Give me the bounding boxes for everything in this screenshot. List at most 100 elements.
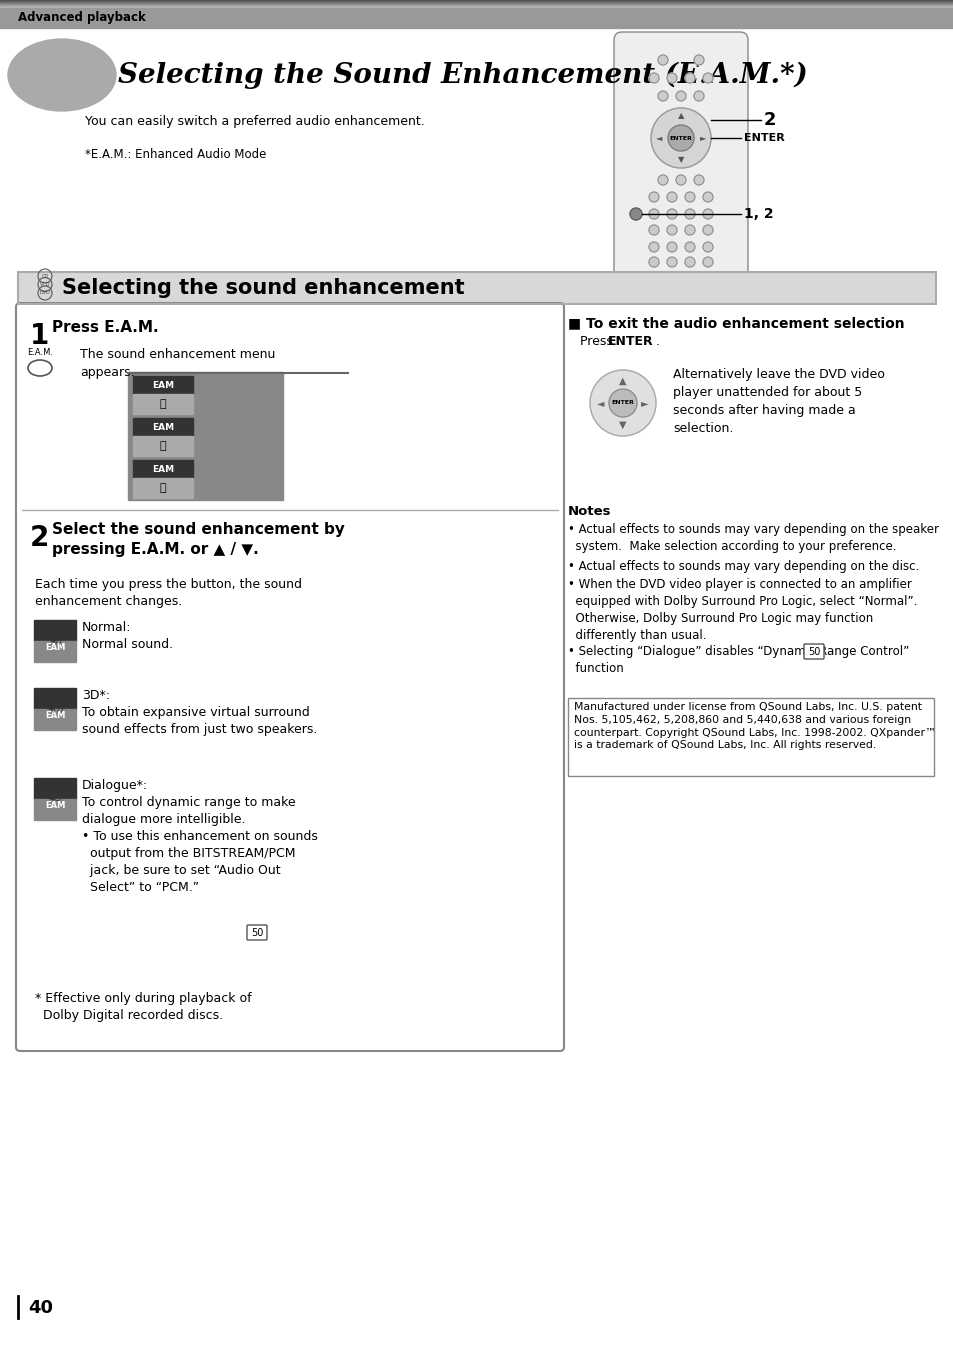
Circle shape bbox=[693, 92, 703, 101]
Text: ▼: ▼ bbox=[618, 421, 626, 430]
Text: 1, 2: 1, 2 bbox=[743, 208, 773, 221]
Circle shape bbox=[702, 191, 712, 202]
Text: ENTER: ENTER bbox=[611, 400, 634, 406]
Circle shape bbox=[676, 92, 685, 101]
Bar bbox=[132, 460, 193, 479]
Text: 40: 40 bbox=[28, 1299, 53, 1317]
Circle shape bbox=[702, 209, 712, 218]
Bar bbox=[567, 698, 933, 776]
FancyBboxPatch shape bbox=[247, 925, 267, 940]
Text: * Effective only during playback of
  Dolby Digital recorded discs.: * Effective only during playback of Dolb… bbox=[35, 992, 252, 1022]
Text: EAM: EAM bbox=[152, 380, 173, 390]
Circle shape bbox=[702, 73, 712, 84]
Circle shape bbox=[666, 243, 677, 252]
Circle shape bbox=[684, 243, 695, 252]
Text: • Actual effects to sounds may vary depending on the disc.: • Actual effects to sounds may vary depe… bbox=[567, 559, 919, 573]
Bar bbox=[132, 479, 193, 497]
Text: ENTER: ENTER bbox=[607, 336, 653, 348]
Circle shape bbox=[608, 390, 637, 417]
Circle shape bbox=[684, 191, 695, 202]
Circle shape bbox=[648, 73, 659, 84]
Text: You can easily switch a preferred audio enhancement.: You can easily switch a preferred audio … bbox=[85, 115, 424, 128]
FancyBboxPatch shape bbox=[16, 303, 563, 1051]
Circle shape bbox=[676, 175, 685, 185]
Text: 50: 50 bbox=[251, 927, 263, 938]
Circle shape bbox=[589, 369, 656, 435]
Circle shape bbox=[684, 209, 695, 218]
Text: 🎵: 🎵 bbox=[159, 483, 166, 493]
Text: Alternatively leave the DVD video
player unattended for about 5
seconds after ha: Alternatively leave the DVD video player… bbox=[672, 368, 884, 435]
Text: Dialogue*:
To control dynamic range to make
dialogue more intelligible.
• To use: Dialogue*: To control dynamic range to m… bbox=[82, 779, 317, 894]
Circle shape bbox=[693, 55, 703, 65]
Text: ▲: ▲ bbox=[677, 112, 683, 120]
Circle shape bbox=[702, 257, 712, 267]
Text: ENTER: ENTER bbox=[743, 133, 784, 143]
Text: VCD: VCD bbox=[40, 282, 51, 287]
Text: EAM: EAM bbox=[152, 465, 173, 473]
Text: 50: 50 bbox=[807, 647, 820, 656]
Text: 2: 2 bbox=[30, 524, 50, 551]
Text: .: . bbox=[656, 336, 659, 348]
Bar bbox=[0, 8, 953, 28]
Circle shape bbox=[666, 191, 677, 202]
Text: ENTER: ENTER bbox=[669, 136, 692, 140]
Circle shape bbox=[658, 55, 667, 65]
Text: Advanced playback: Advanced playback bbox=[18, 12, 146, 24]
Text: DVD: DVD bbox=[40, 291, 51, 295]
Text: ◄))): ◄))) bbox=[46, 704, 64, 713]
Text: ◄⊙: ◄⊙ bbox=[47, 793, 63, 803]
Circle shape bbox=[666, 225, 677, 235]
Circle shape bbox=[648, 209, 659, 218]
Text: ►: ► bbox=[699, 133, 705, 143]
Text: • Actual effects to sounds may vary depending on the speaker
  system.  Make sel: • Actual effects to sounds may vary depe… bbox=[567, 523, 938, 553]
Text: 2: 2 bbox=[763, 111, 776, 129]
Text: ►: ► bbox=[640, 398, 648, 408]
Text: Selecting the Sound Enhancement (E.A.M.*): Selecting the Sound Enhancement (E.A.M.*… bbox=[118, 61, 807, 89]
Text: • When the DVD video player is connected to an amplifier
  equipped with Dolby S: • When the DVD video player is connected… bbox=[567, 578, 917, 642]
Text: 1: 1 bbox=[30, 322, 50, 350]
Circle shape bbox=[666, 73, 677, 84]
Circle shape bbox=[684, 225, 695, 235]
Text: Manufactured under license from QSound Labs, Inc. U.S. patent
Nos. 5,105,462, 5,: Manufactured under license from QSound L… bbox=[574, 702, 935, 751]
Circle shape bbox=[666, 209, 677, 218]
Text: CD: CD bbox=[41, 274, 49, 279]
Text: ■ To exit the audio enhancement selection: ■ To exit the audio enhancement selectio… bbox=[567, 315, 903, 330]
Text: The sound enhancement menu
appears.: The sound enhancement menu appears. bbox=[80, 348, 275, 379]
Bar bbox=[34, 778, 76, 799]
Bar bbox=[132, 435, 193, 456]
Text: EAM: EAM bbox=[45, 712, 65, 720]
Text: ◄: ◄ bbox=[655, 133, 661, 143]
Bar bbox=[18, 272, 935, 305]
Circle shape bbox=[648, 243, 659, 252]
Text: Press: Press bbox=[579, 336, 617, 348]
Bar bbox=[128, 372, 283, 500]
Circle shape bbox=[648, 191, 659, 202]
Text: ▼: ▼ bbox=[677, 155, 683, 164]
Text: EAM: EAM bbox=[45, 802, 65, 810]
Text: Selecting the sound enhancement: Selecting the sound enhancement bbox=[62, 278, 464, 298]
Text: *E.A.M.: Enhanced Audio Mode: *E.A.M.: Enhanced Audio Mode bbox=[85, 148, 266, 160]
Text: E.A.M.: E.A.M. bbox=[27, 348, 53, 357]
Bar bbox=[34, 799, 76, 820]
Text: 🔊: 🔊 bbox=[159, 441, 166, 452]
Text: Notes: Notes bbox=[567, 506, 611, 518]
FancyBboxPatch shape bbox=[803, 644, 823, 659]
Bar bbox=[18, 272, 935, 305]
Text: EAM: EAM bbox=[45, 643, 65, 652]
Circle shape bbox=[629, 208, 641, 220]
Ellipse shape bbox=[8, 39, 116, 111]
Text: EAM: EAM bbox=[152, 422, 173, 431]
Text: Press E.A.M.: Press E.A.M. bbox=[52, 319, 158, 336]
FancyBboxPatch shape bbox=[614, 32, 747, 286]
Circle shape bbox=[667, 125, 693, 151]
Circle shape bbox=[648, 257, 659, 267]
Circle shape bbox=[702, 243, 712, 252]
Text: 🔈: 🔈 bbox=[159, 399, 166, 408]
Circle shape bbox=[684, 73, 695, 84]
Bar bbox=[132, 418, 193, 435]
Text: Select the sound enhancement by
pressing E.A.M. or ▲ / ▼.: Select the sound enhancement by pressing… bbox=[52, 522, 345, 557]
Bar bbox=[34, 642, 76, 662]
Circle shape bbox=[666, 257, 677, 267]
Bar bbox=[132, 376, 193, 394]
Circle shape bbox=[702, 225, 712, 235]
